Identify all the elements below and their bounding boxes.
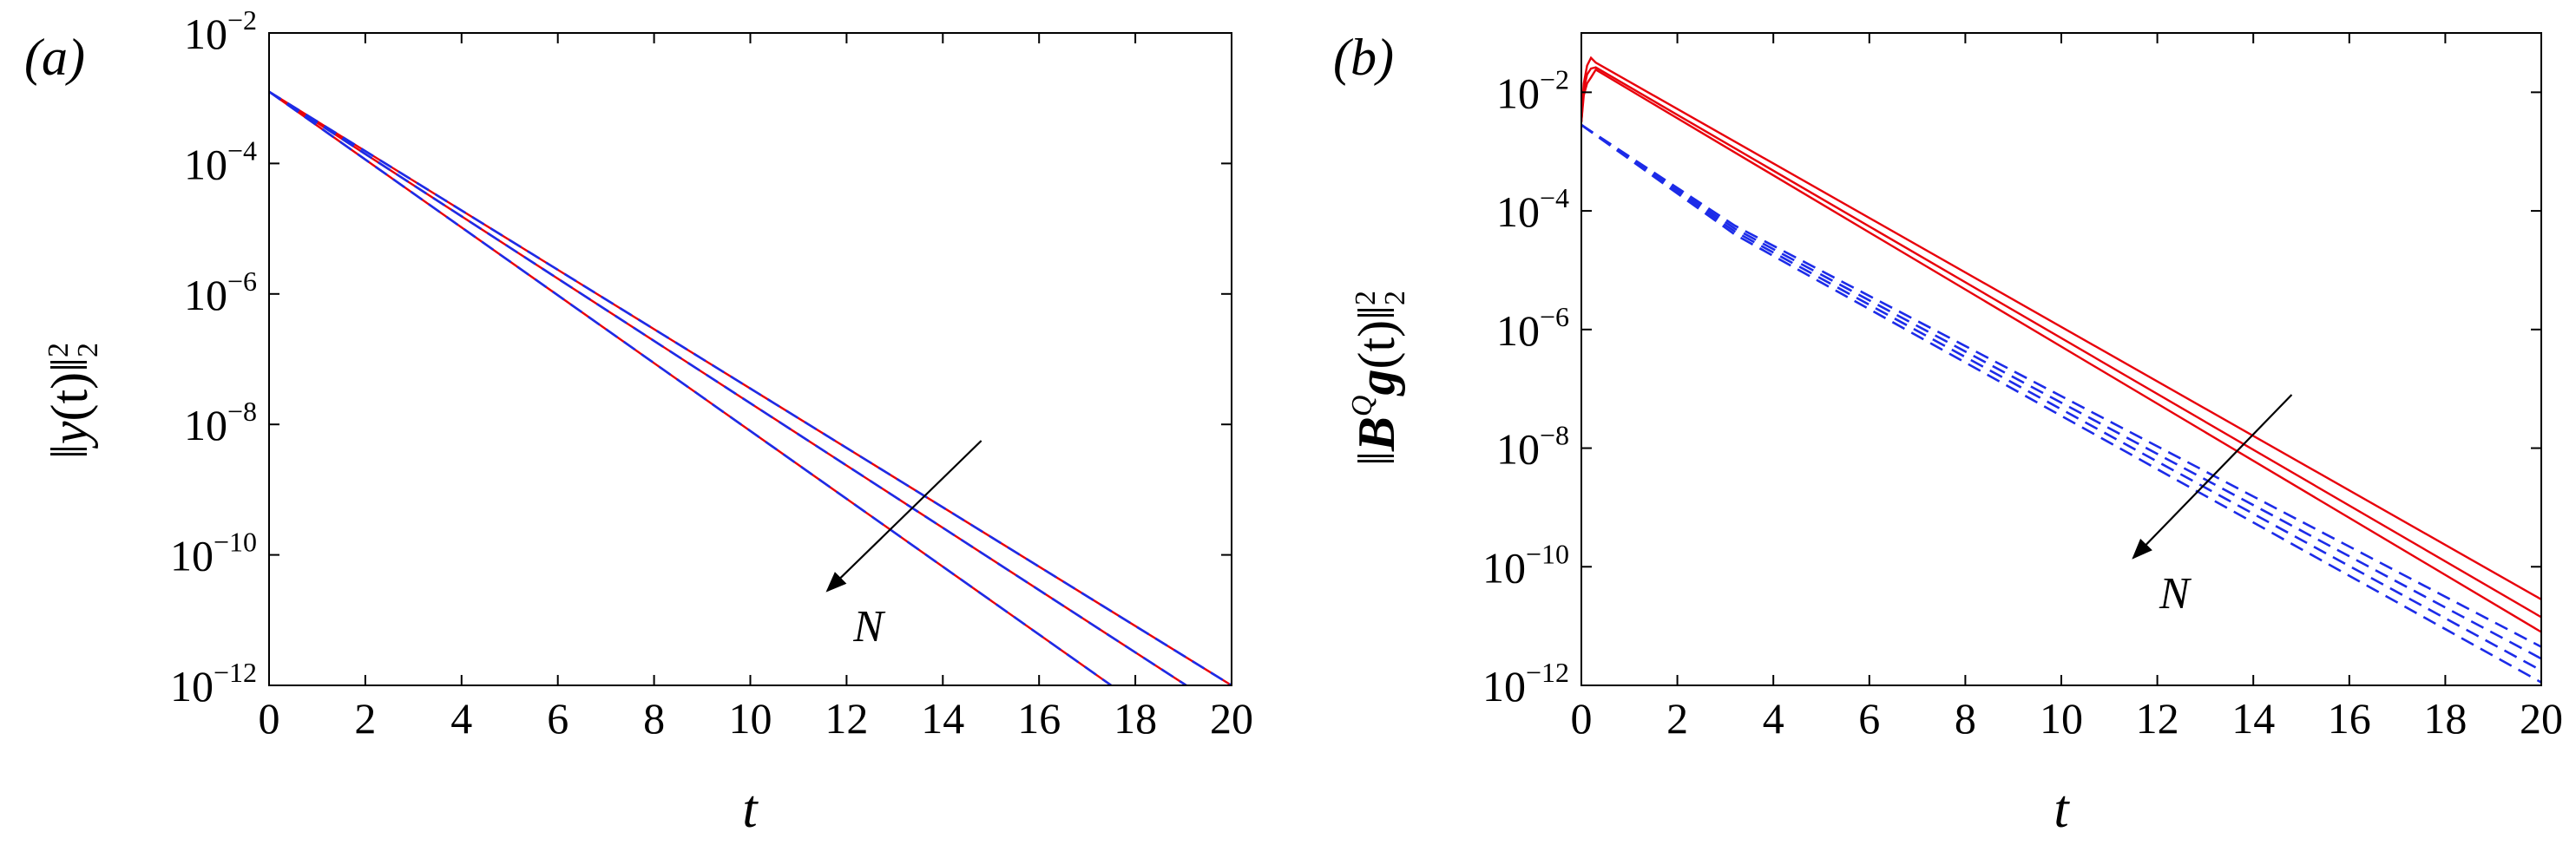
series-line-b-5	[1581, 123, 2541, 660]
panel-b-ylabel-sub: 2	[1379, 291, 1411, 305]
series-line-b-7	[1581, 123, 2541, 684]
x-tick-label-a: 18	[1114, 694, 1157, 743]
series-line-a-5	[269, 90, 1189, 685]
y-tick-label-a: 10−12	[170, 657, 257, 711]
series-line-b-6	[1581, 123, 2541, 672]
x-tick-label-b: 16	[2328, 694, 2371, 743]
panel-a-ylabel-sup: 2	[43, 343, 75, 357]
x-tick-label-b: 10	[2040, 694, 2083, 743]
annotation-label-b: N	[2159, 569, 2192, 619]
x-tick-label-a: 4	[450, 694, 472, 743]
panel-a-ylabel: ‖y(t)‖22	[41, 343, 104, 459]
series-group-b	[1581, 56, 2541, 684]
y-tick-label-a: 10−4	[184, 134, 257, 188]
panel-a-xlabel: t	[742, 780, 759, 839]
panel-a-ylabel-var: y	[41, 421, 98, 449]
chart-b: 0 2 4 6 8 10 12 14 16 18 20 10−12 10−10 10−8 10−6 10−4 1…	[1482, 32, 2563, 743]
annotation-arrow-b	[2132, 394, 2293, 560]
y-tick-label-a: 10−8	[184, 396, 257, 449]
panel-b-ylabel-supvar: Q	[1346, 396, 1378, 417]
panel-a-label: (a)	[24, 29, 85, 86]
plot-frame-a	[268, 32, 1232, 686]
x-tick-label-b: 2	[1666, 694, 1688, 743]
series-line-b-4	[1581, 123, 2541, 648]
y-tick-label-a: 10−6	[184, 265, 257, 319]
x-tick-label-a: 20	[1210, 694, 1253, 743]
x-tick-label-a: 10	[729, 694, 772, 743]
y-tick-label-a: 10−2	[184, 4, 257, 58]
x-tick-label-b: 6	[1858, 694, 1880, 743]
x-tick-label-a: 0	[259, 694, 280, 743]
x-tick-label-a: 2	[354, 694, 376, 743]
y-tick-label-b: 10−2	[1496, 63, 1569, 117]
y-tick-label-a: 10−10	[170, 527, 257, 580]
x-tick-label-a: 12	[825, 694, 868, 743]
x-tick-label-b: 8	[1955, 694, 1976, 743]
y-tick-label-b: 10−4	[1496, 182, 1569, 236]
x-tick-label-b: 12	[2136, 694, 2179, 743]
series-line-b-3	[1581, 68, 2541, 633]
y-tick-label-b: 10−12	[1482, 657, 1569, 711]
x-tick-label-b: 14	[2231, 694, 2275, 743]
panel-a: (a) ‖y(t)‖22 t	[24, 29, 759, 839]
panel-b-ylabel-args: (t)	[1348, 320, 1405, 370]
series-line-b-1	[1581, 56, 2541, 600]
panel-b-xlabel: t	[2054, 780, 2070, 839]
panel-b-ylabel-prefix: ‖	[1348, 451, 1405, 466]
x-tick-label-a: 6	[547, 694, 568, 743]
series-group-a	[269, 90, 1232, 685]
panel-a-ylabel-suffix: ‖	[41, 357, 98, 372]
panel-a-ylabel-args: (t)	[41, 372, 98, 422]
y-tick-label-b: 10−8	[1496, 420, 1569, 474]
panel-b-label: (b)	[1333, 29, 1394, 86]
x-tick-label-b: 20	[2520, 694, 2563, 743]
chart-a: 0 2 4 6 8 10 12 14 16 18 20 10−12 10−10 10−8 10−6 10−4 1…	[170, 4, 1253, 743]
panel-b-ylabel: ‖BQg(t)‖22	[1346, 291, 1411, 466]
annotation-arrow-a	[825, 440, 982, 593]
panel-a-ylabel-prefix: ‖	[41, 444, 98, 459]
panel-b-ylabel-suffix: ‖	[1348, 305, 1405, 320]
x-tick-label-b: 4	[1763, 694, 1784, 743]
series-line-a-6	[269, 90, 1114, 685]
panel-a-ylabel-sub: 2	[72, 343, 104, 357]
series-line-a-4	[269, 90, 1232, 685]
series-line-b-2	[1581, 66, 2541, 619]
panel-b-ylabel-var2: g	[1348, 370, 1405, 397]
panel-b-ylabel-var: B	[1348, 416, 1405, 452]
x-tick-label-a: 8	[643, 694, 665, 743]
x-tick-label-a: 14	[921, 694, 964, 743]
x-tick-label-b: 18	[2423, 694, 2467, 743]
panel-b-ylabel-sup: 2	[1350, 291, 1382, 305]
panel-b: (b) ‖BQg(t)‖22 t	[1333, 29, 2070, 839]
annotation-label-a: N	[852, 602, 886, 652]
y-tick-label-b: 10−6	[1496, 301, 1569, 355]
y-tick-label-b: 10−10	[1482, 538, 1569, 592]
plot-frame-b	[1580, 32, 2542, 686]
x-tick-label-b: 0	[1571, 694, 1593, 743]
x-tick-label-a: 16	[1017, 694, 1061, 743]
